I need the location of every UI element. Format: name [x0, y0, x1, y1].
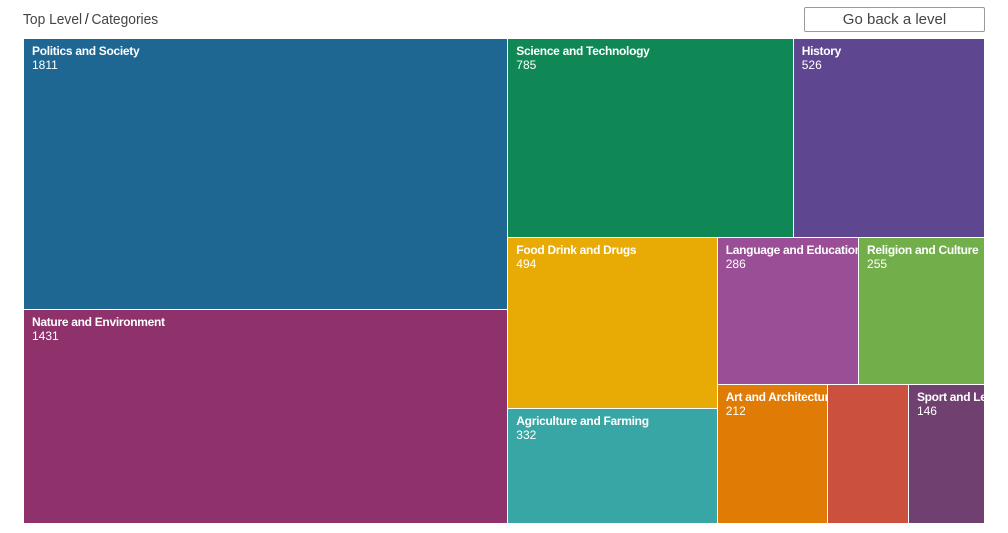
treemap-tile[interactable]: Food Drink and Drugs 494	[508, 238, 718, 410]
tile-value: 255	[867, 257, 888, 272]
tile-label: Sport and Leis	[916, 389, 984, 404]
tile-label: Nature and Environment	[32, 314, 165, 329]
treemap-tile[interactable]: History 526	[793, 39, 985, 239]
tile-value: 1811	[32, 58, 58, 72]
treemap-tile[interactable]: Language and Education 286	[717, 238, 860, 385]
treemap-tile[interactable]: Nature and Environment 1431	[24, 309, 509, 524]
tile-label: Language and Education	[725, 243, 860, 258]
treemap-tile[interactable]: Art and Architecture 212	[717, 384, 829, 524]
tile-label: Religion and Culture	[867, 243, 979, 258]
breadcrumb-separator: /	[84, 11, 89, 28]
treemap-tile[interactable]: 155	[828, 384, 909, 524]
tile-value: 1431	[32, 328, 59, 343]
tile-value: 332	[516, 428, 537, 443]
tile-label: Food Drink and Drugs	[516, 243, 637, 258]
treemap-tile[interactable]: Politics and Society 1811	[24, 39, 509, 310]
breadcrumb-current: Categories	[91, 11, 159, 28]
tile-label: Agriculture and Farming	[516, 414, 649, 429]
breadcrumb-root[interactable]: Top Level	[23, 11, 83, 28]
tile-label: History	[801, 44, 842, 58]
tile-value: 494	[516, 257, 537, 272]
tile-value: 785	[516, 58, 537, 72]
breadcrumb: Top Level / Categories	[23, 11, 158, 28]
treemap-chart: Politics and Society 1811 Nature and Envir…	[24, 39, 985, 524]
tile-label: Science and Technology	[516, 44, 650, 58]
treemap-tile[interactable]: Science and Technology 785	[508, 39, 794, 239]
tile-value: 286	[725, 257, 746, 272]
treemap-tile[interactable]: Agriculture and Farming 332	[508, 409, 718, 524]
tile-value: 526	[801, 58, 822, 72]
go-back-level-button[interactable]: Go back a level	[804, 7, 985, 32]
treemap-tile[interactable]: Sport and Leis146	[908, 384, 985, 524]
tile-label: Art and Architecture	[725, 389, 829, 404]
tile-label: Politics and Society	[32, 44, 140, 58]
tile-value: 212	[725, 403, 746, 418]
treemap-tile[interactable]: Religion and Culture 255	[859, 238, 985, 385]
tile-value: 146	[916, 403, 937, 418]
